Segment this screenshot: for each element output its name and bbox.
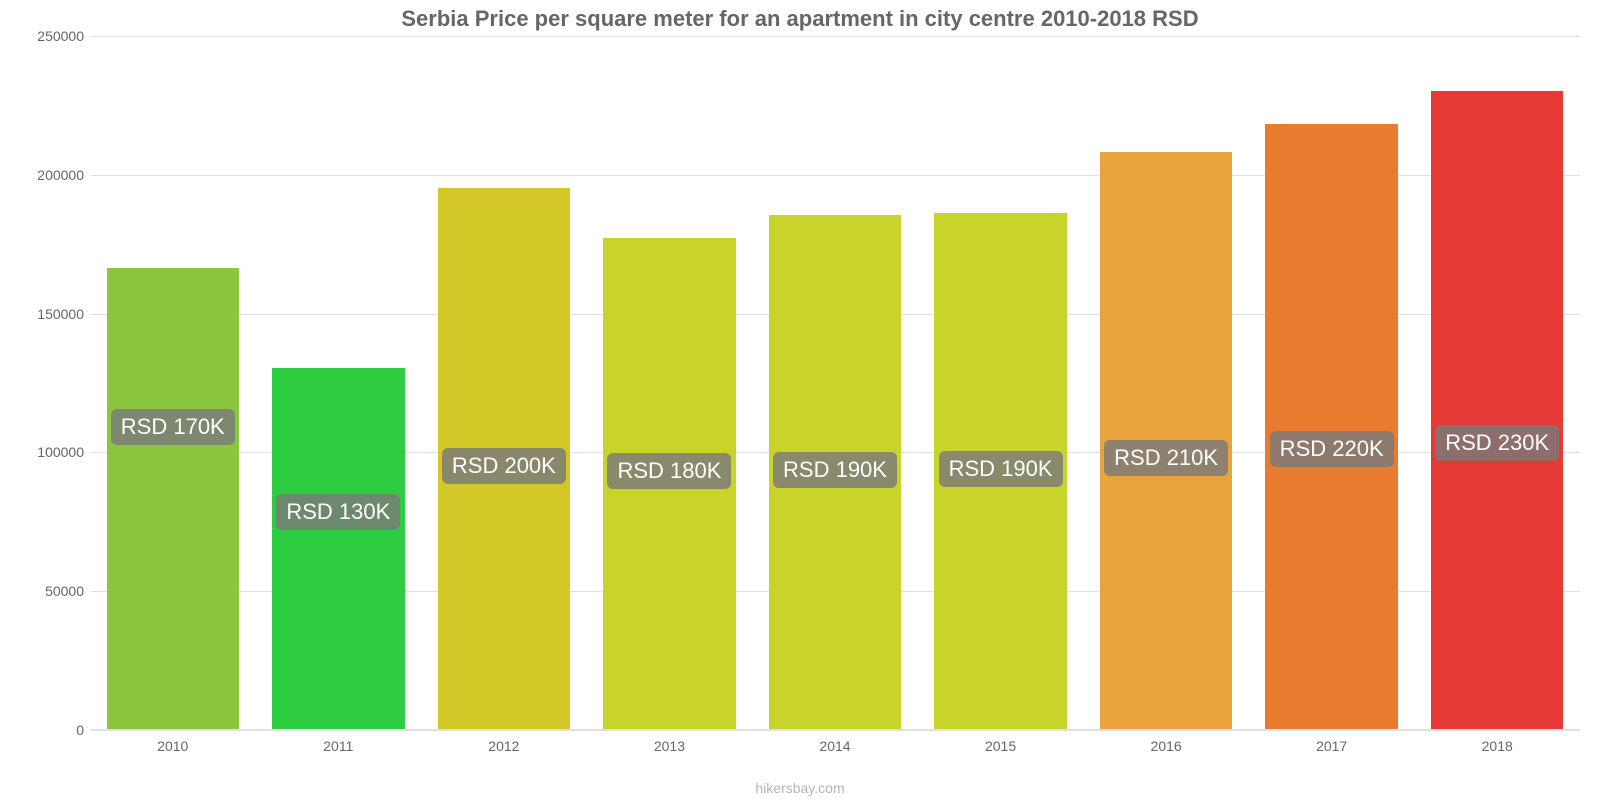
bar	[934, 213, 1066, 729]
x-tick-label: 2014	[819, 738, 850, 754]
x-tick-label: 2016	[1151, 738, 1182, 754]
x-tick-label: 2011	[323, 738, 353, 754]
bar	[603, 238, 735, 729]
x-tick-label: 2017	[1316, 738, 1347, 754]
bar	[272, 368, 404, 729]
bar	[438, 188, 570, 729]
bar-slot	[272, 36, 404, 729]
x-tick-label: 2010	[157, 738, 188, 754]
bar	[107, 268, 239, 729]
bar-slot	[1100, 36, 1232, 729]
x-tick-label: 2018	[1482, 738, 1513, 754]
gridline	[90, 730, 1580, 731]
bar-slot	[1431, 36, 1563, 729]
bar	[1100, 152, 1232, 729]
chart-title: Serbia Price per square meter for an apa…	[0, 6, 1600, 32]
chart-container: Serbia Price per square meter for an apa…	[0, 0, 1600, 800]
bar	[1431, 91, 1563, 729]
y-tick-label: 50000	[14, 583, 84, 599]
bar-slot	[769, 36, 901, 729]
y-tick-label: 100000	[14, 444, 84, 460]
plot-area	[90, 36, 1580, 730]
bar-slot	[107, 36, 239, 729]
x-tick-label: 2015	[985, 738, 1016, 754]
bar-slot	[603, 36, 735, 729]
bar	[769, 215, 901, 729]
y-tick-label: 0	[14, 722, 84, 738]
bar	[1265, 124, 1397, 729]
x-tick-label: 2012	[488, 738, 519, 754]
bar-slot	[438, 36, 570, 729]
bar-slot	[1265, 36, 1397, 729]
x-tick-label: 2013	[654, 738, 685, 754]
y-tick-label: 150000	[14, 306, 84, 322]
bar-slot	[934, 36, 1066, 729]
attribution-text: hikersbay.com	[0, 780, 1600, 796]
y-tick-label: 250000	[14, 28, 84, 44]
y-tick-label: 200000	[14, 167, 84, 183]
